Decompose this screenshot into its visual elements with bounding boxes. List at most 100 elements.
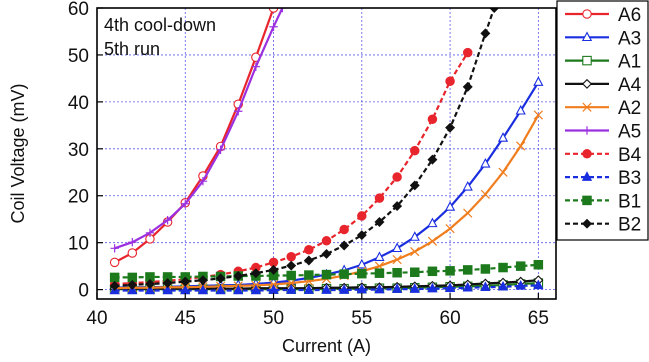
legend-label-a5: A5 bbox=[618, 122, 641, 143]
legend-label-b3: B3 bbox=[618, 168, 641, 189]
data-point-b3 bbox=[462, 281, 473, 292]
data-point-a6 bbox=[109, 257, 120, 268]
data-point-b2 bbox=[356, 230, 367, 241]
legend-box bbox=[556, 0, 649, 241]
legend-label-a6: A6 bbox=[618, 5, 641, 26]
legend-item-b2: B2 bbox=[565, 215, 641, 236]
y-tick-label: 10 bbox=[68, 234, 89, 255]
data-point-b4 bbox=[357, 211, 367, 221]
data-point-a3 bbox=[462, 180, 473, 191]
y-tick-label: 0 bbox=[78, 281, 89, 302]
data-point-a2 bbox=[498, 167, 508, 177]
legend-marker-a6 bbox=[582, 9, 592, 19]
data-point-b1 bbox=[109, 272, 120, 283]
data-point-b3 bbox=[427, 282, 438, 293]
y-tick-label: 20 bbox=[68, 187, 89, 208]
data-point-b4 bbox=[339, 224, 349, 235]
x-tick-label: 40 bbox=[86, 308, 107, 329]
legend-marker-b3 bbox=[581, 171, 593, 181]
legend-item-a5: A5 bbox=[565, 122, 641, 143]
data-point-a5 bbox=[110, 244, 119, 253]
data-point-b3 bbox=[286, 284, 297, 294]
data-point-a2 bbox=[445, 223, 455, 234]
data-point-b4 bbox=[410, 145, 420, 156]
data-point-a5 bbox=[251, 62, 261, 71]
data-point-a5 bbox=[216, 145, 225, 154]
data-point-a5 bbox=[181, 199, 190, 208]
plot-series bbox=[109, 8, 544, 295]
data-point-b2 bbox=[303, 255, 314, 266]
legend-item-b1: B1 bbox=[565, 191, 641, 212]
data-point-b2 bbox=[321, 248, 332, 259]
data-point-b2 bbox=[268, 264, 279, 275]
data-point-a5 bbox=[128, 238, 137, 247]
y-tick-label: 40 bbox=[68, 93, 89, 114]
data-point-b3 bbox=[197, 284, 209, 295]
data-point-a3 bbox=[515, 104, 526, 115]
data-point-b3 bbox=[374, 283, 385, 294]
data-point-a3 bbox=[427, 217, 438, 228]
legend-marker-a2 bbox=[582, 102, 592, 112]
data-point-b1 bbox=[339, 269, 349, 279]
data-point-a2 bbox=[410, 246, 420, 257]
data-point-a6 bbox=[268, 8, 279, 13]
data-point-b2 bbox=[445, 122, 456, 133]
data-point-b3 bbox=[233, 284, 244, 295]
data-point-b2 bbox=[409, 180, 420, 191]
legend-marker-b4 bbox=[582, 149, 592, 159]
data-point-b2 bbox=[427, 154, 438, 165]
data-point-b3 bbox=[480, 281, 491, 292]
x-tick-label: 55 bbox=[351, 308, 372, 329]
data-point-b2 bbox=[162, 278, 173, 289]
x-tick-label: 50 bbox=[263, 308, 284, 329]
data-point-b2 bbox=[489, 8, 500, 13]
data-point-a2 bbox=[392, 254, 402, 265]
legend-marker-a5 bbox=[582, 126, 592, 135]
data-point-b3 bbox=[497, 280, 509, 291]
legend-item-a6: A6 bbox=[565, 5, 641, 26]
data-point-a3 bbox=[356, 258, 367, 269]
axis-ticks: 40 45 50 55 60 65 0 10 20 30 40 50 60 bbox=[68, 0, 549, 329]
legend-item-a2: A2 bbox=[565, 98, 641, 119]
legend-marker-b1 bbox=[582, 195, 592, 206]
data-point-b1 bbox=[462, 265, 473, 275]
x-tick-label: 65 bbox=[528, 308, 549, 329]
legend-item-b3: B3 bbox=[565, 168, 641, 189]
data-point-b3 bbox=[215, 284, 226, 295]
data-point-b2 bbox=[127, 279, 138, 290]
data-point-b2 bbox=[233, 271, 244, 281]
data-point-a3 bbox=[533, 76, 544, 86]
data-point-b4 bbox=[445, 76, 455, 86]
data-point-b2 bbox=[462, 81, 473, 92]
legend-marker-a4 bbox=[582, 78, 592, 89]
data-point-b1 bbox=[410, 267, 420, 277]
data-point-a3 bbox=[374, 251, 385, 261]
data-point-b1 bbox=[498, 262, 508, 273]
data-point-a2 bbox=[427, 236, 438, 246]
series-b2 bbox=[109, 8, 500, 291]
legend-marker-b2 bbox=[582, 218, 592, 229]
data-point-a3 bbox=[392, 242, 403, 253]
data-point-a5 bbox=[198, 176, 208, 186]
legend-label-b2: B2 bbox=[618, 215, 641, 236]
data-point-b4 bbox=[392, 172, 402, 182]
data-point-b4 bbox=[427, 114, 438, 124]
data-point-a2 bbox=[463, 208, 473, 218]
data-point-a3 bbox=[409, 231, 420, 241]
data-point-b1 bbox=[286, 270, 296, 281]
data-point-b1 bbox=[480, 264, 491, 274]
legend-label-a1: A1 bbox=[618, 52, 641, 73]
data-point-b1 bbox=[374, 268, 385, 278]
legend-marker-a1 bbox=[582, 55, 592, 66]
data-point-b4 bbox=[304, 244, 314, 255]
data-point-a5 bbox=[145, 228, 155, 238]
data-point-b2 bbox=[144, 279, 155, 289]
data-point-b1 bbox=[357, 268, 367, 279]
data-point-a6 bbox=[127, 248, 138, 258]
data-point-a2 bbox=[533, 110, 543, 120]
data-point-a5 bbox=[163, 215, 172, 225]
annotation-run: 5th run bbox=[104, 39, 160, 59]
